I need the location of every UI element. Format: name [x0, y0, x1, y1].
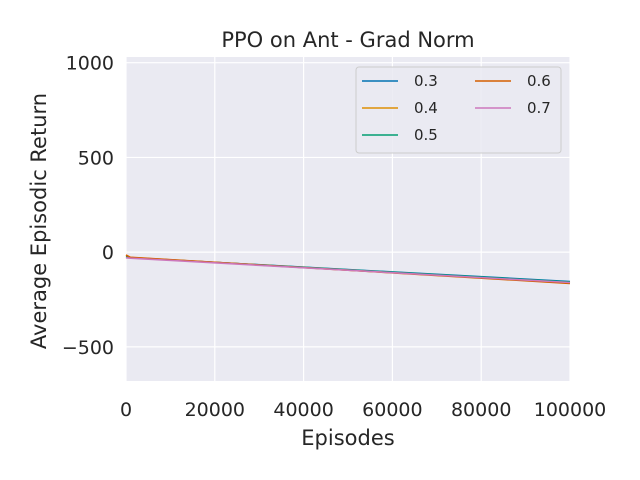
- series-lines: [125, 254, 571, 285]
- legend-entry: 0.5: [414, 126, 438, 144]
- x-tick-label: 20000: [185, 399, 245, 421]
- legend: 0.3 0.4 0.5 0.6 0.7: [355, 66, 562, 154]
- y-axis-label: Average Episodic Return: [27, 93, 51, 349]
- y-tick-labels: −500 0 500 1000: [62, 53, 114, 359]
- legend-entry: 0.3: [414, 72, 438, 90]
- legend-entry: 0.6: [527, 72, 551, 90]
- y-gridlines: [126, 62, 570, 348]
- x-tick-label: 40000: [273, 399, 333, 421]
- x-tick-label: 100000: [534, 399, 607, 421]
- x-tick-labels: 0 20000 40000 60000 80000 100000: [120, 399, 606, 421]
- y-tick-label: 1000: [66, 53, 114, 75]
- x-axis-label: Episodes: [301, 426, 394, 450]
- y-tick-label: −500: [62, 337, 114, 359]
- y-tick-label: 0: [102, 242, 114, 264]
- x-tick-label: 0: [120, 399, 132, 421]
- chart-title: PPO on Ant - Grad Norm: [221, 28, 474, 52]
- y-tick-label: 500: [78, 147, 114, 169]
- legend-frame: [355, 66, 562, 154]
- legend-entry: 0.7: [527, 99, 551, 117]
- series-line-0-7: [125, 257, 571, 284]
- x-tick-label: 80000: [451, 399, 511, 421]
- legend-entry: 0.4: [414, 99, 438, 117]
- x-tick-label: 60000: [362, 399, 422, 421]
